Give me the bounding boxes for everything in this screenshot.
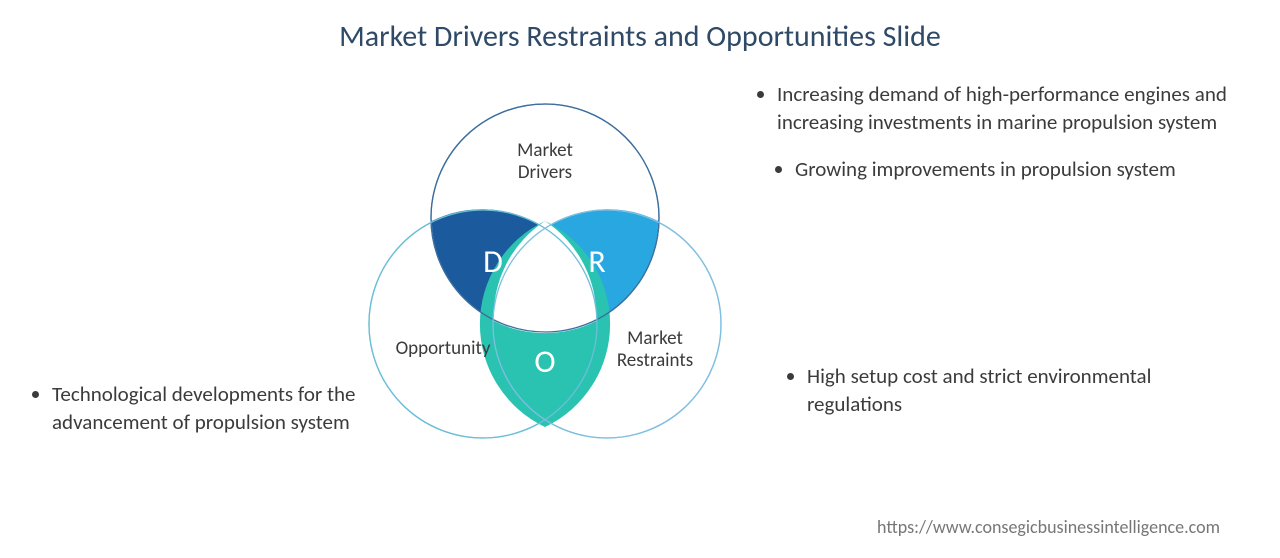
label-market-restraints: MarketRestraints	[605, 328, 705, 372]
label-opportunity-text: Opportunity	[396, 337, 491, 360]
label-market-drivers-l1: MarketDrivers	[517, 139, 573, 184]
slide: Market Drivers Restraints and Opportunit…	[0, 0, 1280, 558]
letter-D: D	[473, 242, 513, 281]
attribution-url: https://www.consegicbusinessintelligence…	[877, 516, 1220, 538]
bullet-driver-1: Increasing demand of high-performance en…	[777, 80, 1237, 137]
bullet-driver-2: Growing improvements in propulsion syste…	[795, 155, 1237, 183]
page-title: Market Drivers Restraints and Opportunit…	[0, 18, 1280, 55]
label-opportunity: Opportunity	[383, 338, 503, 360]
label-market-drivers: MarketDrivers	[505, 140, 585, 184]
letter-R: R	[577, 242, 617, 281]
bullet-opportunity-1: Technological developments for the advan…	[52, 380, 382, 437]
venn-svg	[355, 80, 735, 460]
venn-diagram: MarketDrivers Opportunity MarketRestrain…	[355, 80, 735, 460]
bullets-restraints: High setup cost and strict environmental…	[785, 362, 1227, 437]
bullets-drivers: Increasing demand of high-performance en…	[755, 80, 1237, 201]
bullets-opportunity: Technological developments for the advan…	[30, 380, 382, 455]
letter-O: O	[525, 342, 565, 381]
label-market-restraints-text: MarketRestraints	[617, 327, 693, 372]
bullet-restraint-1: High setup cost and strict environmental…	[807, 362, 1227, 419]
